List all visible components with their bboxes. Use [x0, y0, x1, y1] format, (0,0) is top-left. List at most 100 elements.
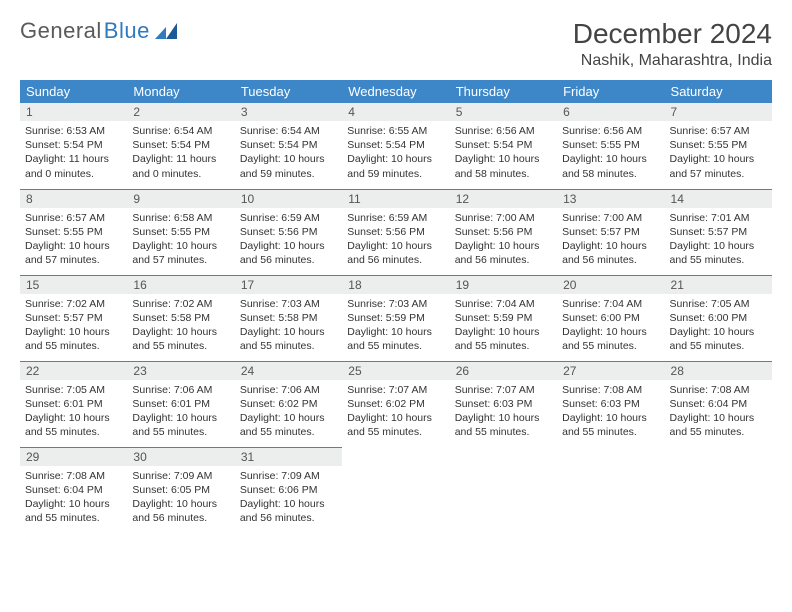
sunrise-line: Sunrise: 6:54 AM — [240, 124, 337, 138]
day-number: 17 — [235, 276, 342, 294]
sunrise-line: Sunrise: 7:02 AM — [25, 297, 122, 311]
day-body: Sunrise: 7:05 AMSunset: 6:00 PMDaylight:… — [665, 294, 772, 357]
day-number: 3 — [235, 103, 342, 121]
sunrise-line: Sunrise: 7:06 AM — [240, 383, 337, 397]
calendar-cell — [450, 447, 557, 533]
calendar-cell: 6Sunrise: 6:56 AMSunset: 5:55 PMDaylight… — [557, 103, 664, 189]
daylight-line: Daylight: 10 hours and 59 minutes. — [240, 152, 337, 180]
calendar-cell: 15Sunrise: 7:02 AMSunset: 5:57 PMDayligh… — [20, 275, 127, 361]
daylight-line: Daylight: 10 hours and 55 minutes. — [670, 239, 767, 267]
calendar-cell: 29Sunrise: 7:08 AMSunset: 6:04 PMDayligh… — [20, 447, 127, 533]
sunset-line: Sunset: 6:02 PM — [347, 397, 444, 411]
calendar-cell: 21Sunrise: 7:05 AMSunset: 6:00 PMDayligh… — [665, 275, 772, 361]
sunrise-line: Sunrise: 6:59 AM — [240, 211, 337, 225]
sunset-line: Sunset: 5:59 PM — [455, 311, 552, 325]
day-number: 31 — [235, 448, 342, 466]
sunset-line: Sunset: 6:01 PM — [25, 397, 122, 411]
day-body: Sunrise: 7:04 AMSunset: 6:00 PMDaylight:… — [557, 294, 664, 357]
calendar-table: SundayMondayTuesdayWednesdayThursdayFrid… — [20, 80, 772, 533]
calendar-cell: 12Sunrise: 7:00 AMSunset: 5:56 PMDayligh… — [450, 189, 557, 275]
sunset-line: Sunset: 5:54 PM — [240, 138, 337, 152]
day-number: 30 — [127, 448, 234, 466]
day-body: Sunrise: 7:00 AMSunset: 5:56 PMDaylight:… — [450, 208, 557, 271]
sunset-line: Sunset: 5:56 PM — [455, 225, 552, 239]
sunset-line: Sunset: 5:57 PM — [670, 225, 767, 239]
title-block: December 2024 Nashik, Maharashtra, India — [573, 18, 772, 70]
sunset-line: Sunset: 6:04 PM — [25, 483, 122, 497]
calendar-cell — [665, 447, 772, 533]
location-subtitle: Nashik, Maharashtra, India — [573, 52, 772, 70]
sunrise-line: Sunrise: 6:54 AM — [132, 124, 229, 138]
day-number: 19 — [450, 276, 557, 294]
day-number: 13 — [557, 190, 664, 208]
sunrise-line: Sunrise: 7:07 AM — [455, 383, 552, 397]
day-number: 22 — [20, 362, 127, 380]
day-number: 21 — [665, 276, 772, 294]
day-number: 2 — [127, 103, 234, 121]
calendar-row: 8Sunrise: 6:57 AMSunset: 5:55 PMDaylight… — [20, 189, 772, 275]
sunrise-line: Sunrise: 6:53 AM — [25, 124, 122, 138]
day-number: 27 — [557, 362, 664, 380]
day-number: 7 — [665, 103, 772, 121]
daylight-line: Daylight: 10 hours and 57 minutes. — [132, 239, 229, 267]
page-title: December 2024 — [573, 18, 772, 50]
daylight-line: Daylight: 10 hours and 55 minutes. — [132, 411, 229, 439]
daylight-line: Daylight: 10 hours and 55 minutes. — [670, 411, 767, 439]
daylight-line: Daylight: 10 hours and 55 minutes. — [347, 325, 444, 353]
sunrise-line: Sunrise: 7:09 AM — [132, 469, 229, 483]
calendar-cell: 8Sunrise: 6:57 AMSunset: 5:55 PMDaylight… — [20, 189, 127, 275]
sunset-line: Sunset: 6:06 PM — [240, 483, 337, 497]
day-body: Sunrise: 6:57 AMSunset: 5:55 PMDaylight:… — [665, 121, 772, 184]
sunrise-line: Sunrise: 7:03 AM — [240, 297, 337, 311]
sunrise-line: Sunrise: 7:00 AM — [562, 211, 659, 225]
daylight-line: Daylight: 10 hours and 55 minutes. — [240, 411, 337, 439]
daylight-line: Daylight: 10 hours and 55 minutes. — [25, 497, 122, 525]
weekday-header: Wednesday — [342, 80, 449, 103]
day-body: Sunrise: 6:59 AMSunset: 5:56 PMDaylight:… — [342, 208, 449, 271]
sunset-line: Sunset: 5:58 PM — [240, 311, 337, 325]
day-number: 24 — [235, 362, 342, 380]
day-number: 15 — [20, 276, 127, 294]
sunrise-line: Sunrise: 7:04 AM — [455, 297, 552, 311]
sunset-line: Sunset: 5:56 PM — [347, 225, 444, 239]
weekday-header: Thursday — [450, 80, 557, 103]
logo-word-general: General — [20, 18, 102, 44]
logo: GeneralBlue — [20, 18, 177, 44]
sunrise-line: Sunrise: 6:57 AM — [25, 211, 122, 225]
day-body: Sunrise: 6:55 AMSunset: 5:54 PMDaylight:… — [342, 121, 449, 184]
sunset-line: Sunset: 5:55 PM — [132, 225, 229, 239]
calendar-cell: 9Sunrise: 6:58 AMSunset: 5:55 PMDaylight… — [127, 189, 234, 275]
calendar-cell: 23Sunrise: 7:06 AMSunset: 6:01 PMDayligh… — [127, 361, 234, 447]
sunrise-line: Sunrise: 7:09 AM — [240, 469, 337, 483]
sunset-line: Sunset: 5:57 PM — [562, 225, 659, 239]
sunset-line: Sunset: 6:04 PM — [670, 397, 767, 411]
daylight-line: Daylight: 10 hours and 58 minutes. — [455, 152, 552, 180]
daylight-line: Daylight: 10 hours and 57 minutes. — [670, 152, 767, 180]
sunset-line: Sunset: 6:05 PM — [132, 483, 229, 497]
day-body: Sunrise: 7:08 AMSunset: 6:04 PMDaylight:… — [665, 380, 772, 443]
daylight-line: Daylight: 10 hours and 55 minutes. — [562, 325, 659, 353]
sunset-line: Sunset: 6:02 PM — [240, 397, 337, 411]
sunset-line: Sunset: 5:55 PM — [562, 138, 659, 152]
day-body: Sunrise: 7:03 AMSunset: 5:59 PMDaylight:… — [342, 294, 449, 357]
day-body: Sunrise: 7:02 AMSunset: 5:58 PMDaylight:… — [127, 294, 234, 357]
sunset-line: Sunset: 5:55 PM — [670, 138, 767, 152]
day-number: 4 — [342, 103, 449, 121]
day-number: 28 — [665, 362, 772, 380]
weekday-header: Friday — [557, 80, 664, 103]
sunrise-line: Sunrise: 7:06 AM — [132, 383, 229, 397]
day-body: Sunrise: 6:54 AMSunset: 5:54 PMDaylight:… — [235, 121, 342, 184]
day-body: Sunrise: 7:02 AMSunset: 5:57 PMDaylight:… — [20, 294, 127, 357]
daylight-line: Daylight: 10 hours and 55 minutes. — [455, 411, 552, 439]
sunset-line: Sunset: 6:00 PM — [562, 311, 659, 325]
calendar-cell — [557, 447, 664, 533]
day-body: Sunrise: 7:07 AMSunset: 6:02 PMDaylight:… — [342, 380, 449, 443]
daylight-line: Daylight: 10 hours and 55 minutes. — [347, 411, 444, 439]
sunset-line: Sunset: 5:56 PM — [240, 225, 337, 239]
day-body: Sunrise: 7:06 AMSunset: 6:01 PMDaylight:… — [127, 380, 234, 443]
day-number: 12 — [450, 190, 557, 208]
daylight-line: Daylight: 10 hours and 55 minutes. — [455, 325, 552, 353]
day-number: 11 — [342, 190, 449, 208]
calendar-row: 1Sunrise: 6:53 AMSunset: 5:54 PMDaylight… — [20, 103, 772, 189]
sunset-line: Sunset: 5:54 PM — [347, 138, 444, 152]
